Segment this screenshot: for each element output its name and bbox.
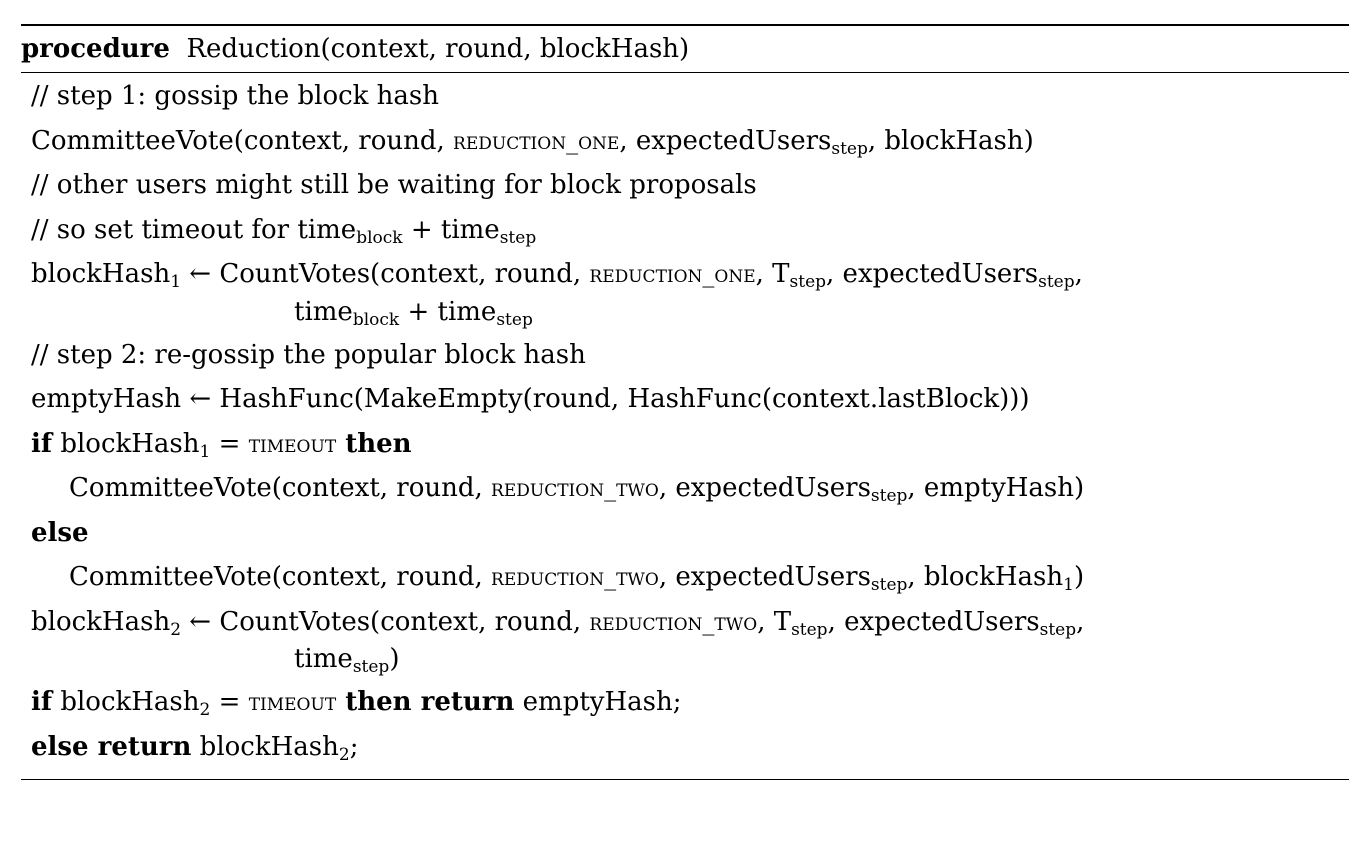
- procedure-signature: Reduction(context, round, blockHash): [186, 34, 689, 64]
- count-votes-line-1: blockHash1 ← CountVotes(context, round, …: [21, 252, 1349, 297]
- comment-line-step1: // step 1: gossip the block hash: [21, 74, 1349, 119]
- empty-hash-line: emptyHash ← HashFunc(MakeEmpty(round, Ha…: [21, 377, 1349, 422]
- else-return-line: else return blockHash2;: [21, 725, 1349, 770]
- algorithm-header: procedure Reduction(context, round, bloc…: [21, 26, 1349, 72]
- algorithm-block: procedure Reduction(context, round, bloc…: [21, 24, 1349, 780]
- committee-vote-line-1: CommitteeVote(context, round, reduction_…: [21, 119, 1349, 164]
- committee-vote-hash1-line: CommitteeVote(context, round, reduction_…: [21, 555, 1349, 600]
- count-votes-continuation-1: timeblock + timestep: [21, 297, 1349, 333]
- if-timeout-line: if blockHash1 = timeout then: [21, 422, 1349, 467]
- comment-line-step2: // step 2: re-gossip the popular block h…: [21, 333, 1349, 378]
- procedure-keyword: procedure: [21, 34, 170, 64]
- else-line: else: [21, 511, 1349, 556]
- committee-vote-empty-line: CommitteeVote(context, round, reduction_…: [21, 466, 1349, 511]
- if-return-line: if blockHash2 = timeout then return empt…: [21, 680, 1349, 725]
- comment-line-timeout: // so set timeout for timeblock + timest…: [21, 208, 1349, 253]
- algorithm-body: // step 1: gossip the block hash Committ…: [21, 73, 1349, 769]
- count-votes-line-2: blockHash2 ← CountVotes(context, round, …: [21, 600, 1349, 645]
- count-votes-continuation-2: timestep): [21, 644, 1349, 680]
- bottom-rule: [21, 779, 1349, 780]
- comment-line-waiting: // other users might still be waiting fo…: [21, 163, 1349, 208]
